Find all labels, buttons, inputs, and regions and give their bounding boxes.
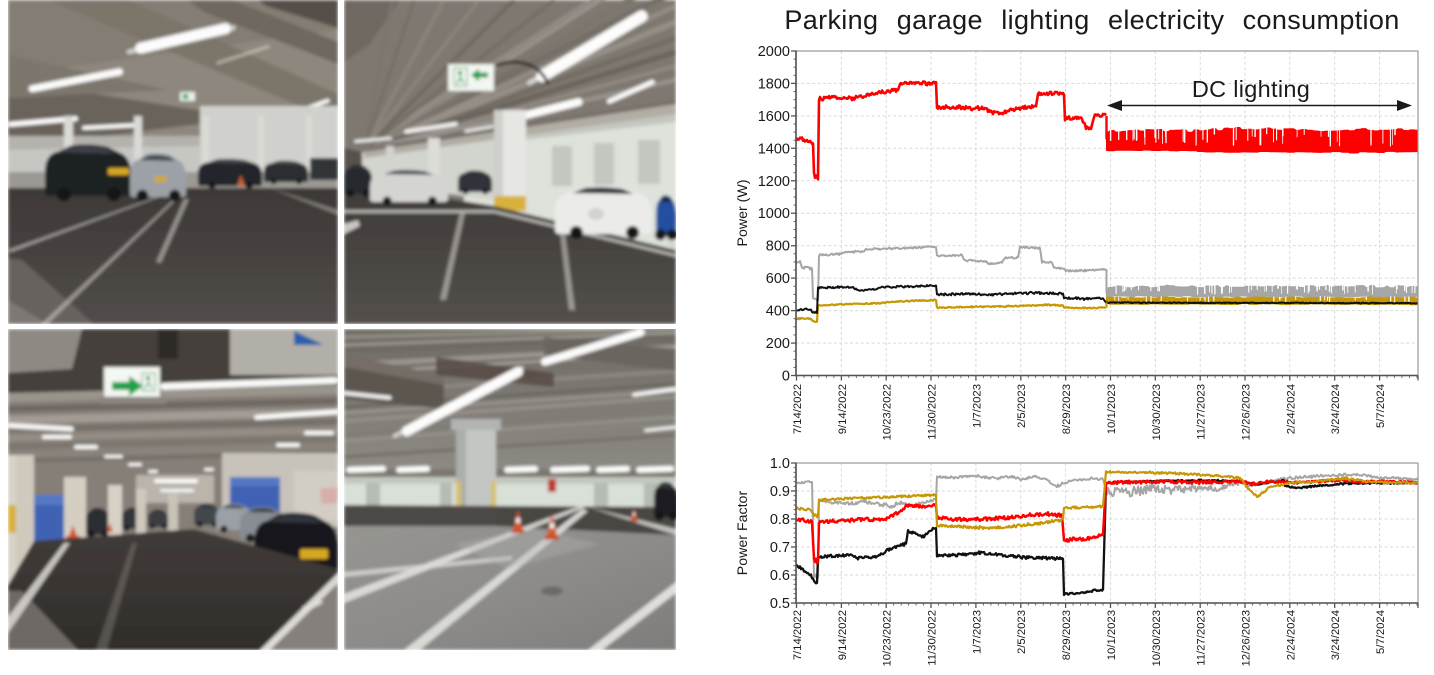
svg-text:1400: 1400 xyxy=(758,141,790,157)
svg-text:9/14/2022: 9/14/2022 xyxy=(837,384,849,434)
svg-text:10/23/2022: 10/23/2022 xyxy=(882,384,894,441)
svg-text:400: 400 xyxy=(766,304,790,320)
svg-text:0.6: 0.6 xyxy=(770,568,790,584)
svg-text:5/7/2024: 5/7/2024 xyxy=(1375,384,1387,428)
svg-text:2/24/2024: 2/24/2024 xyxy=(1285,610,1297,660)
svg-text:800: 800 xyxy=(766,239,790,255)
svg-text:200: 200 xyxy=(766,336,790,352)
svg-text:1800: 1800 xyxy=(758,76,790,92)
svg-text:10/30/2023: 10/30/2023 xyxy=(1151,384,1163,441)
svg-text:5/7/2024: 5/7/2024 xyxy=(1375,610,1387,654)
svg-text:7/14/2022: 7/14/2022 xyxy=(792,384,804,434)
svg-text:10/23/2022: 10/23/2022 xyxy=(882,610,894,667)
svg-text:9/14/2022: 9/14/2022 xyxy=(837,610,849,660)
svg-text:0: 0 xyxy=(782,369,790,385)
svg-text:8/29/2023: 8/29/2023 xyxy=(1061,384,1073,434)
svg-text:Parking garage lighting electr: Parking garage lighting electricity cons… xyxy=(784,5,1399,35)
svg-text:Power Factor: Power Factor xyxy=(735,491,751,576)
svg-text:10/1/2023: 10/1/2023 xyxy=(1106,384,1118,434)
svg-text:0.9: 0.9 xyxy=(770,484,790,500)
svg-text:2000: 2000 xyxy=(758,44,790,60)
svg-text:11/27/2023: 11/27/2023 xyxy=(1196,384,1208,440)
svg-text:12/26/2023: 12/26/2023 xyxy=(1241,610,1253,667)
svg-text:Power (W): Power (W) xyxy=(735,180,751,247)
svg-text:3/24/2024: 3/24/2024 xyxy=(1330,384,1342,434)
svg-text:10/1/2023: 10/1/2023 xyxy=(1106,610,1118,660)
svg-text:0.5: 0.5 xyxy=(770,596,790,612)
svg-text:12/26/2023: 12/26/2023 xyxy=(1241,384,1253,441)
svg-text:11/27/2023: 11/27/2023 xyxy=(1196,610,1208,666)
svg-text:1.0: 1.0 xyxy=(770,456,790,472)
svg-text:2/5/2023: 2/5/2023 xyxy=(1016,610,1028,654)
svg-text:1200: 1200 xyxy=(758,174,790,190)
svg-text:2/5/2023: 2/5/2023 xyxy=(1016,384,1028,428)
svg-text:10/30/2023: 10/30/2023 xyxy=(1151,610,1163,667)
svg-text:7/14/2022: 7/14/2022 xyxy=(792,610,804,660)
svg-text:2/24/2024: 2/24/2024 xyxy=(1285,384,1297,434)
svg-text:8/29/2023: 8/29/2023 xyxy=(1061,610,1073,660)
svg-text:1600: 1600 xyxy=(758,109,790,125)
svg-text:600: 600 xyxy=(766,271,790,287)
svg-text:1000: 1000 xyxy=(758,206,790,222)
svg-text:11/30/2022: 11/30/2022 xyxy=(927,610,939,666)
svg-text:DC lighting: DC lighting xyxy=(1192,76,1310,102)
svg-text:1/7/2023: 1/7/2023 xyxy=(971,384,983,428)
svg-text:1/7/2023: 1/7/2023 xyxy=(971,610,983,654)
svg-text:11/30/2022: 11/30/2022 xyxy=(927,384,939,440)
svg-text:0.8: 0.8 xyxy=(770,512,790,528)
svg-text:0.7: 0.7 xyxy=(770,540,790,556)
svg-text:3/24/2024: 3/24/2024 xyxy=(1330,610,1342,660)
